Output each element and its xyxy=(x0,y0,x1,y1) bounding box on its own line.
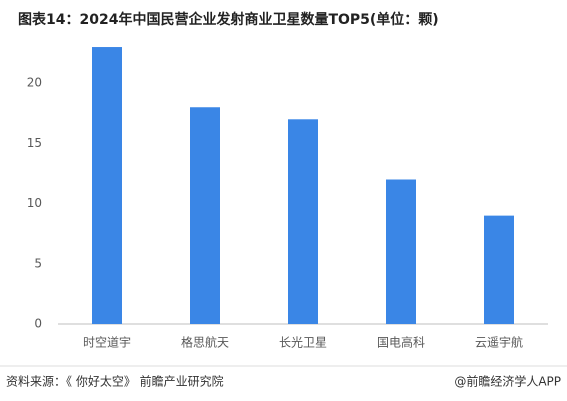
x-tick-label: 格思航天 xyxy=(181,335,229,350)
y-tick-label: 0 xyxy=(34,317,42,331)
bar xyxy=(288,119,318,325)
chart-title: 图表14：2024年中国民营企业发射商业卫星数量TOP5(单位：颗) xyxy=(18,11,439,28)
y-tick-label: 20 xyxy=(27,76,42,90)
bar xyxy=(386,179,416,324)
bar xyxy=(92,47,122,325)
source: 资料来源：《 你好太空》 前瞻产业研究院 xyxy=(6,374,224,389)
x-tick-label: 时空道宇 xyxy=(83,336,131,350)
bar xyxy=(484,215,514,324)
x-tick-label: 长光卫星 xyxy=(279,336,327,350)
y-tick-label: 10 xyxy=(27,196,42,210)
bar xyxy=(190,107,220,324)
x-tick-label: 国电高科 xyxy=(377,335,425,350)
y-tick-label: 15 xyxy=(27,136,42,150)
x-tick-label: 云遥宇航 xyxy=(475,335,523,350)
y-tick-label: 5 xyxy=(34,256,42,270)
credit: @前瞻经济学人APP xyxy=(454,374,561,389)
